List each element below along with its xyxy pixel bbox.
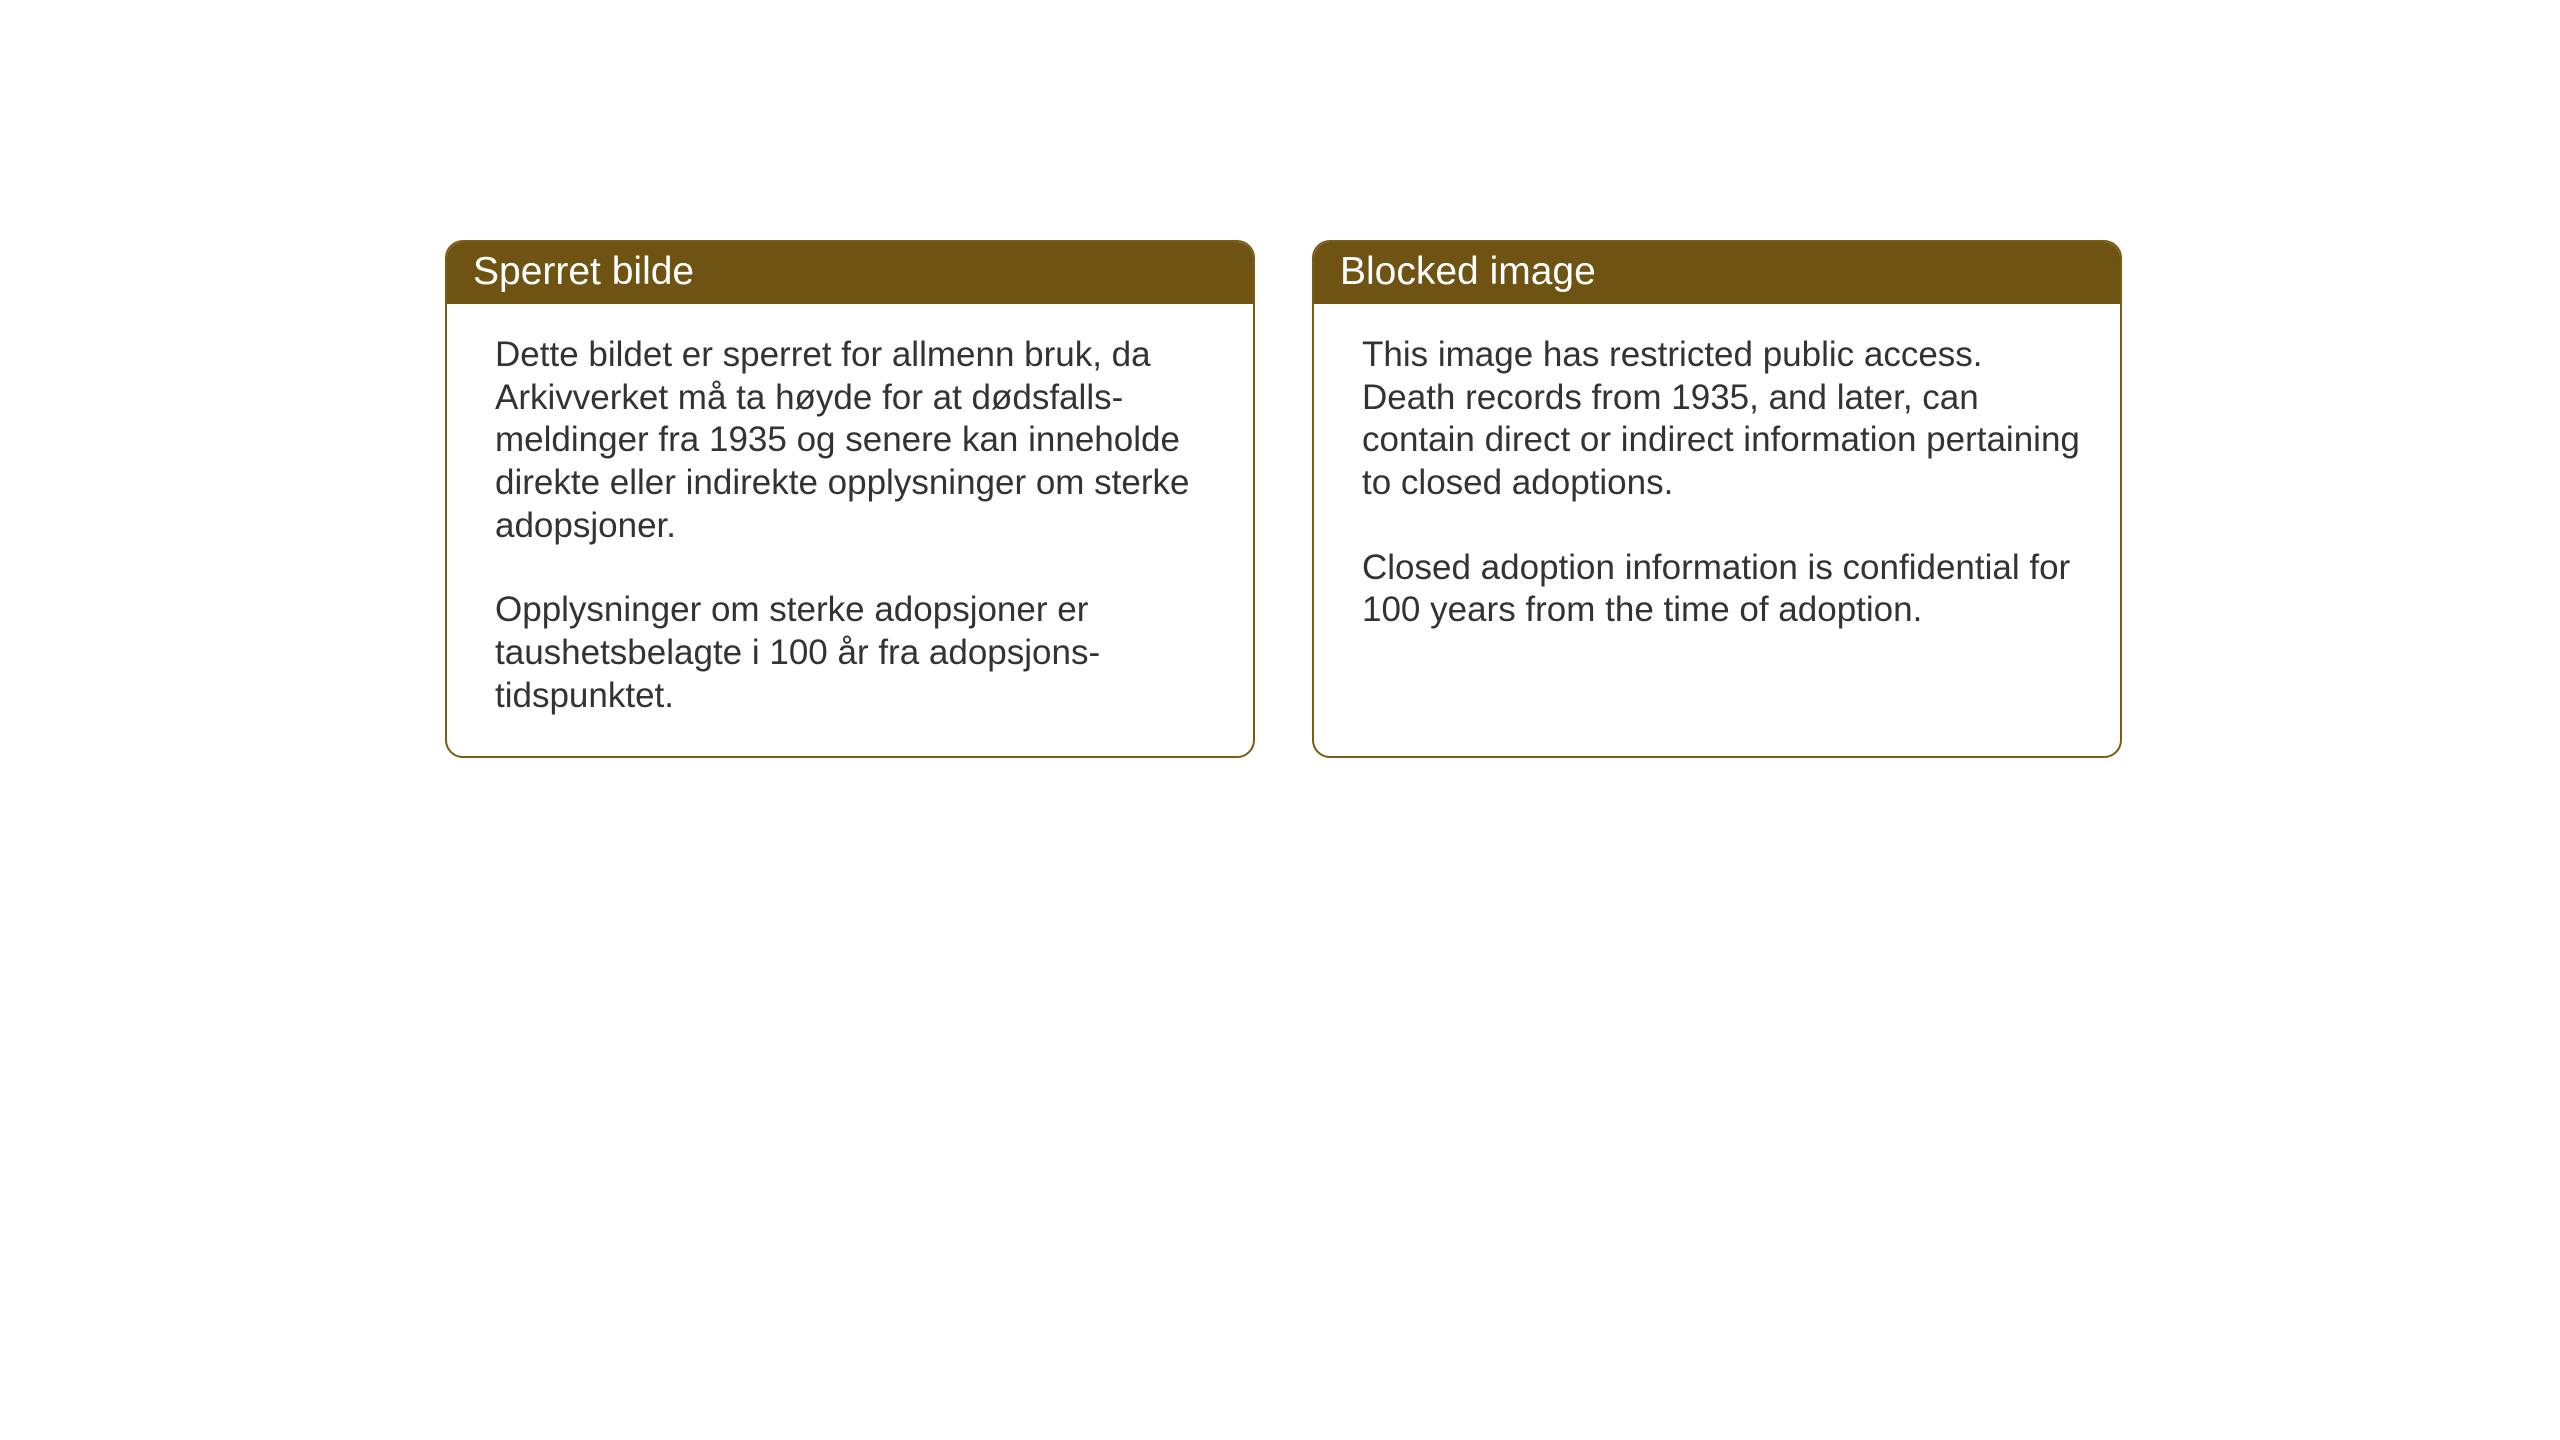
card-body-english: This image has restricted public access.… (1314, 304, 2120, 670)
card-english: Blocked image This image has restricted … (1312, 240, 2122, 758)
card-body-norwegian: Dette bildet er sperret for allmenn bruk… (447, 304, 1253, 756)
card-header-norwegian: Sperret bilde (447, 242, 1253, 304)
card-paragraph1-english: This image has restricted public access.… (1362, 334, 2080, 505)
card-header-english: Blocked image (1314, 242, 2120, 304)
card-norwegian: Sperret bilde Dette bildet er sperret fo… (445, 240, 1255, 758)
card-title-english: Blocked image (1340, 250, 1596, 293)
card-title-norwegian: Sperret bilde (473, 250, 694, 293)
card-paragraph2-english: Closed adoption information is confident… (1362, 547, 2080, 632)
cards-container: Sperret bilde Dette bildet er sperret fo… (445, 240, 2122, 758)
card-paragraph1-norwegian: Dette bildet er sperret for allmenn bruk… (495, 334, 1213, 547)
card-paragraph2-norwegian: Opplysninger om sterke adopsjoner er tau… (495, 589, 1213, 717)
